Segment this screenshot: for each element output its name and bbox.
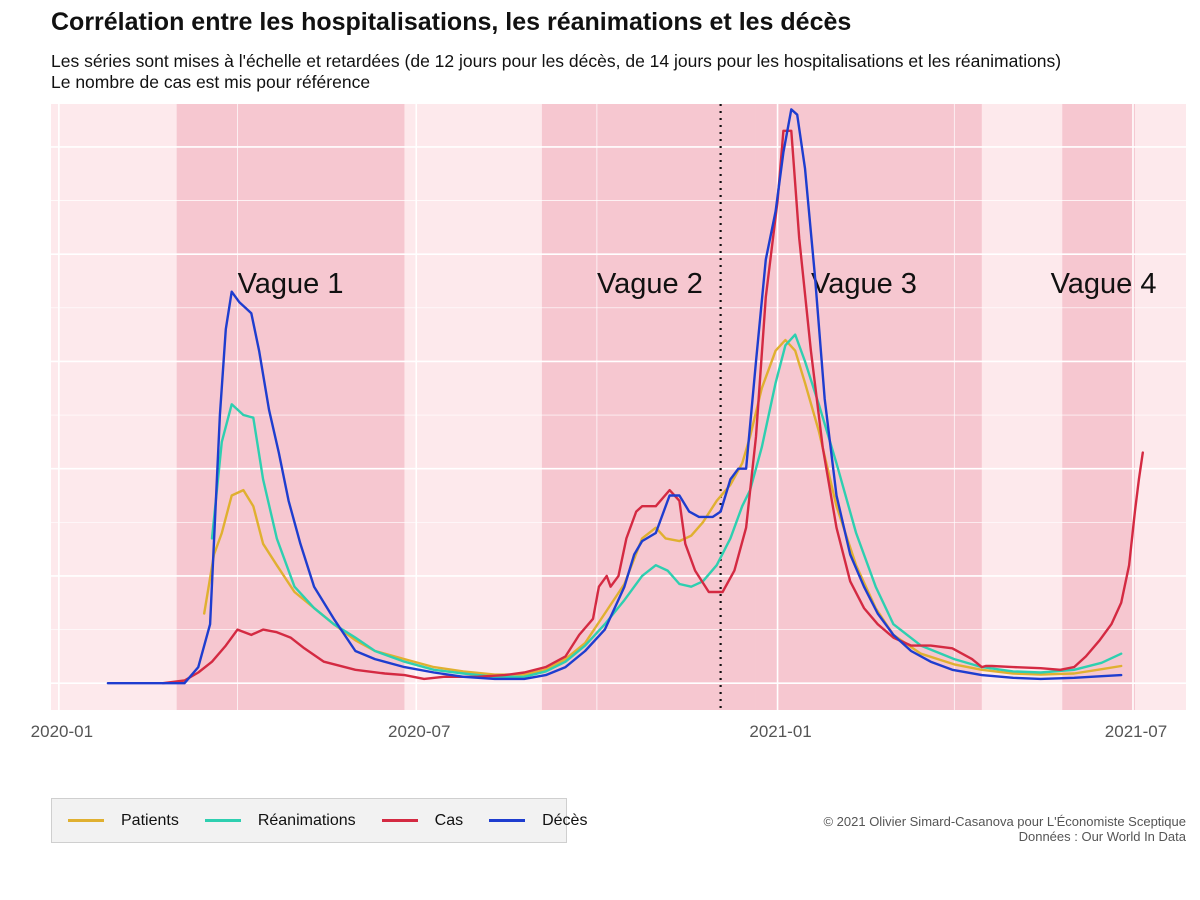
chart-title: Corrélation entre les hospitalisations, … bbox=[51, 8, 852, 36]
legend-key-cas bbox=[381, 819, 418, 822]
x-tick-label-2: 2021-01 bbox=[749, 722, 811, 741]
legend-label-deces: Décès bbox=[542, 811, 588, 829]
legend-label-reanimations: Réanimations bbox=[257, 811, 356, 829]
legend-key-reanimations bbox=[204, 819, 241, 822]
legend-key-deces bbox=[489, 819, 526, 822]
x-tick-label-3: 2021-07 bbox=[1105, 722, 1167, 741]
legend-key-patients bbox=[68, 819, 104, 822]
wave-band-4 bbox=[1062, 104, 1135, 710]
wave-label-3: Vague 3 bbox=[811, 268, 917, 300]
subtitle-line-2: Le nombre de cas est mis pour référence bbox=[51, 72, 371, 92]
series-line-reanimations bbox=[210, 333, 1123, 678]
series-line-cas bbox=[161, 129, 1144, 685]
wave-band-1 bbox=[176, 104, 405, 710]
credits: © 2021 Olivier Simard-Casanova pour L'Éc… bbox=[823, 814, 1186, 844]
x-tick-label-0: 2020-01 bbox=[31, 722, 93, 741]
legend-item-reanimations: Réanimations bbox=[204, 811, 356, 830]
chart-subtitle: Les séries sont mises à l'échelle et ret… bbox=[51, 51, 1061, 93]
wave-label-1: Vague 1 bbox=[238, 268, 344, 300]
wave-band-3 bbox=[755, 104, 982, 710]
legend: Patients Réanimations Cas Décès bbox=[51, 798, 587, 843]
grid-lines bbox=[51, 104, 1186, 710]
line-chart: Vague 1 Vague 2 Vague 3 Vague 4 2020-01 2020-… bbox=[31, 104, 1186, 741]
credit-author: © 2021 Olivier Simard-Casanova pour L'Éc… bbox=[823, 814, 1186, 829]
wave-band-2 bbox=[541, 104, 756, 710]
legend-item-cas: Cas bbox=[381, 811, 464, 830]
legend-item-patients: Patients bbox=[68, 812, 179, 830]
subtitle-line-1: Les séries sont mises à l'échelle et ret… bbox=[51, 51, 1062, 71]
wave-label-4: Vague 4 bbox=[1051, 268, 1157, 300]
credit-source: Données : Our World In Data bbox=[1018, 829, 1186, 844]
series-line-deces bbox=[106, 108, 1123, 685]
x-tick-label-1: 2020-07 bbox=[388, 722, 450, 741]
legend-label-cas: Cas bbox=[434, 811, 464, 829]
legend-label-patients: Patients bbox=[121, 811, 179, 829]
wave-label-2: Vague 2 bbox=[597, 268, 703, 300]
legend-item-deces: Décès bbox=[489, 812, 587, 830]
